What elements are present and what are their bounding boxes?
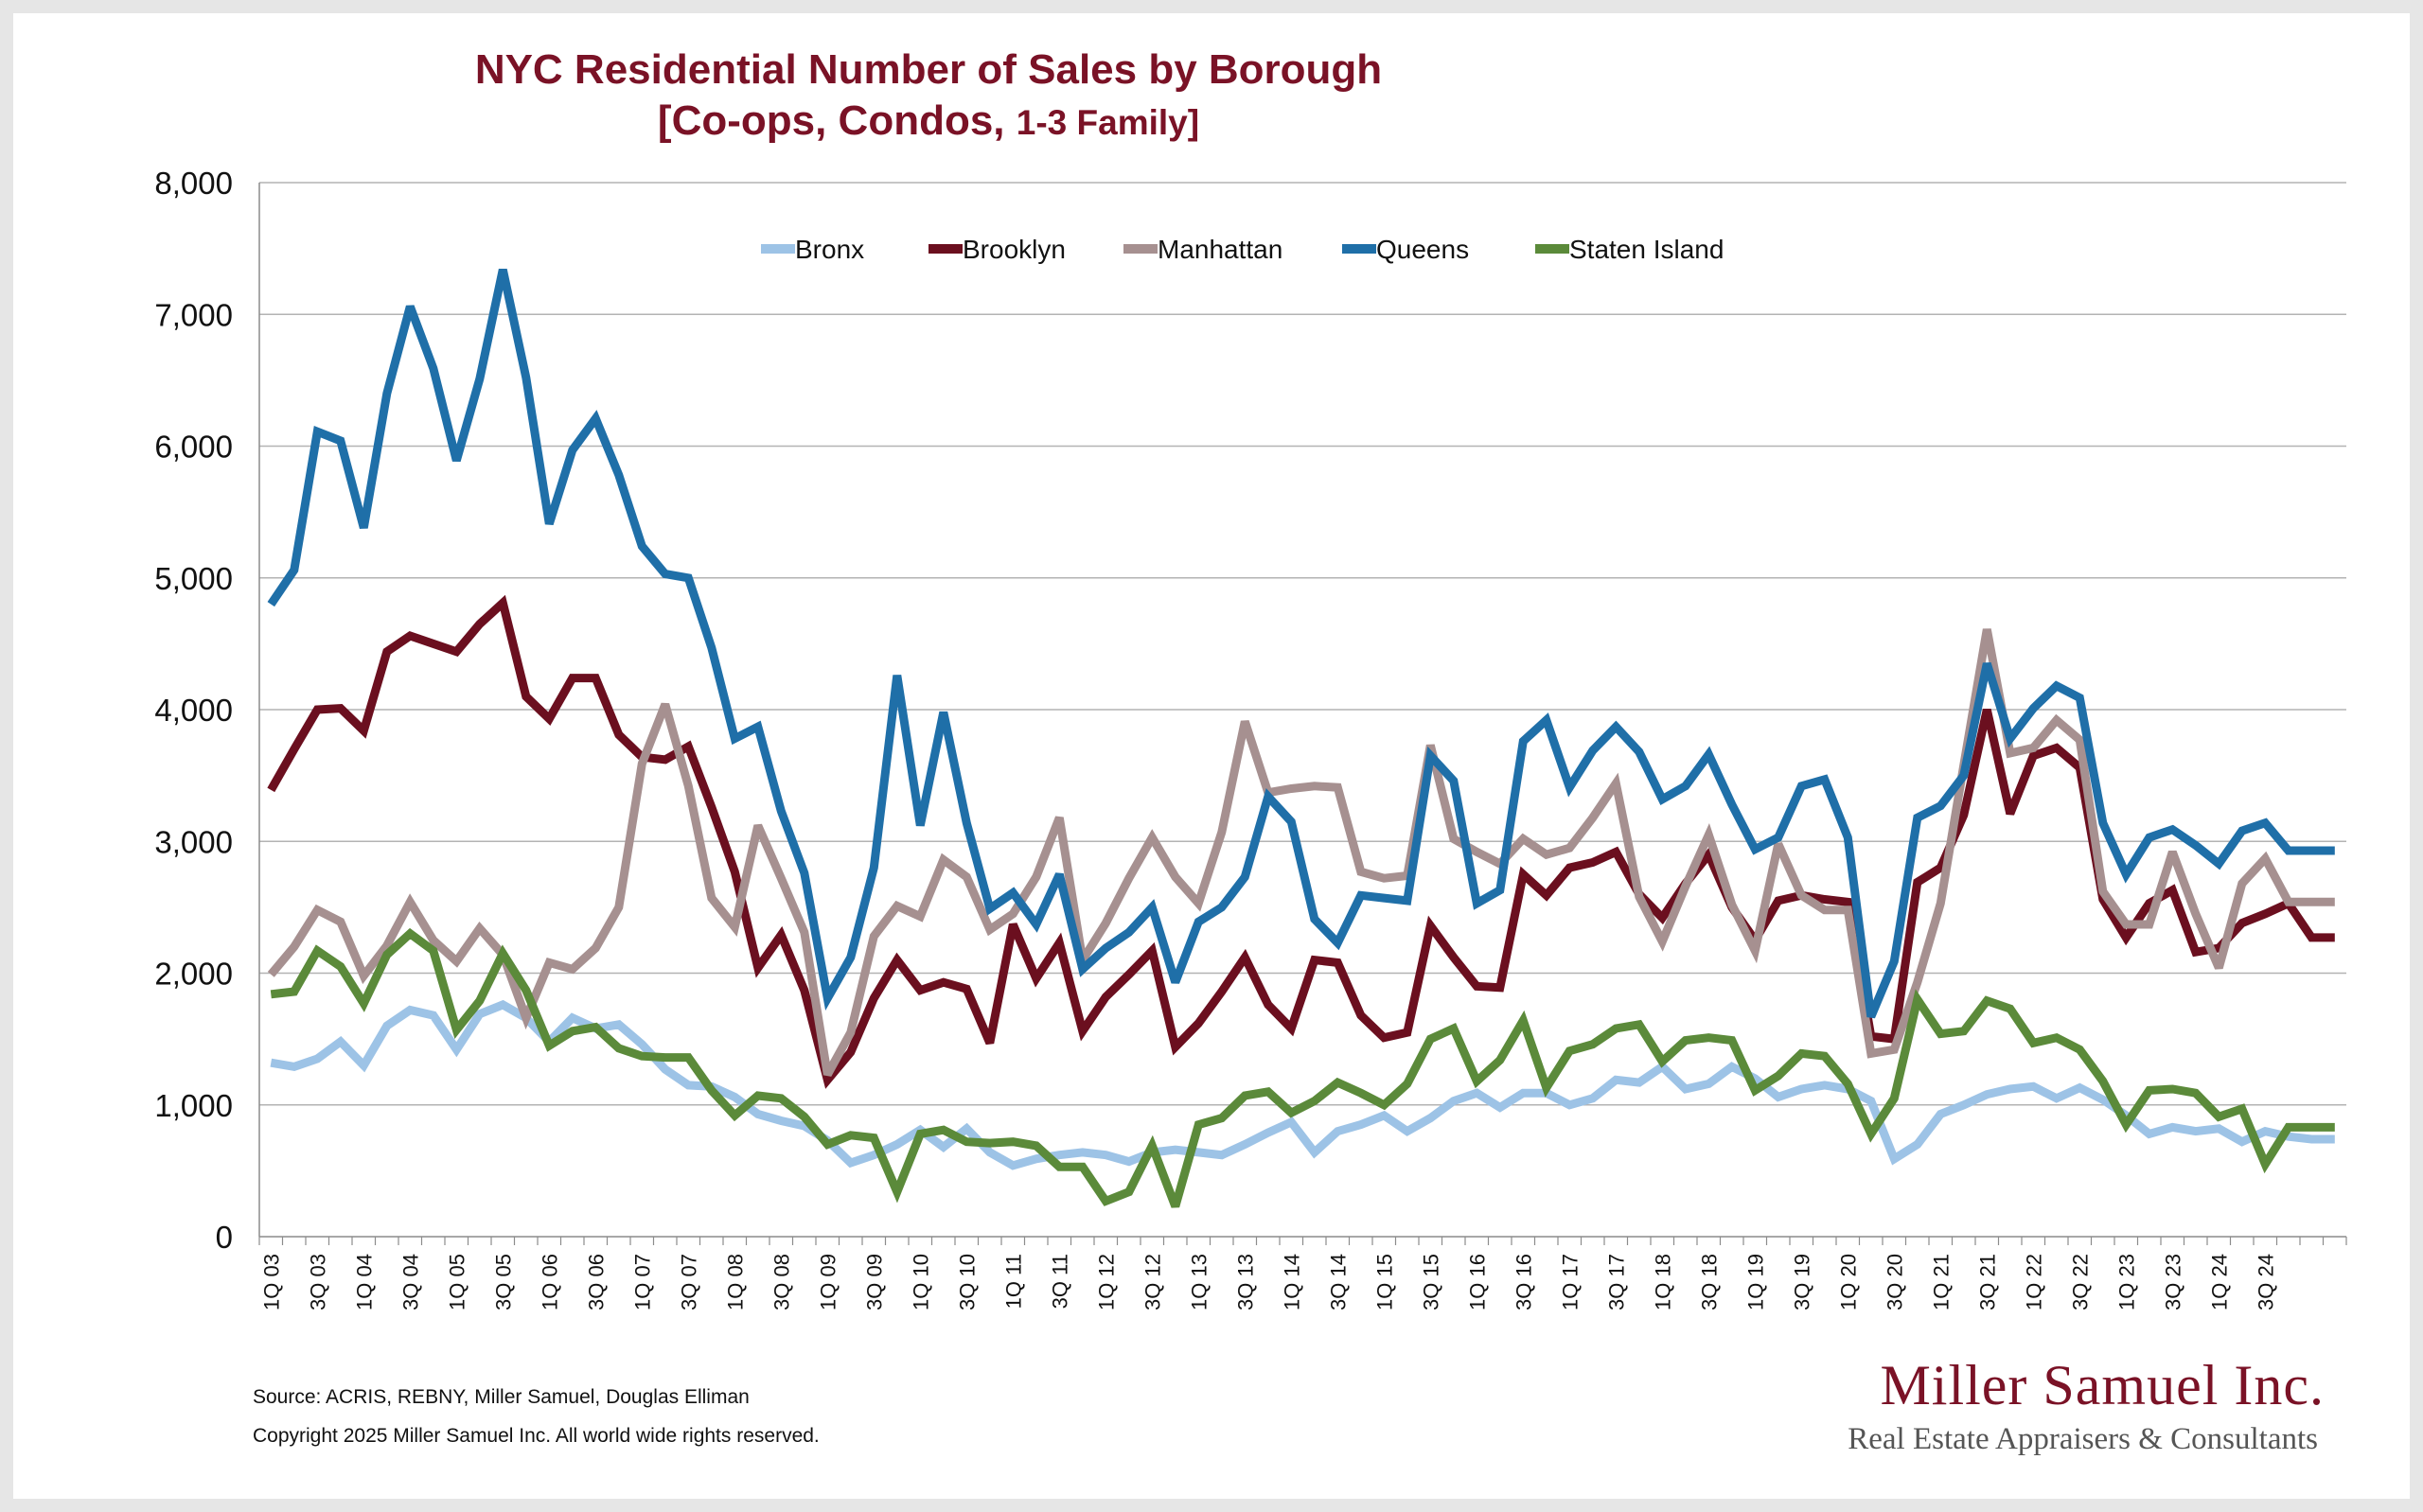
y-tick-label: 7,000: [154, 297, 233, 332]
series-lines: [267, 268, 2335, 1208]
chart-subtitle-main: [Co-ops, Condos,: [658, 97, 1017, 144]
x-tick-label: 1Q 04: [352, 1254, 376, 1310]
series-line-manhattan: [267, 628, 2335, 1077]
x-tick-label: 3Q 12: [1141, 1254, 1164, 1310]
x-tick-label: 3Q 10: [955, 1254, 979, 1310]
y-tick-label: 8,000: [154, 166, 233, 201]
x-tick-label: 3Q 14: [1326, 1254, 1350, 1310]
x-tick-label: 3Q 09: [862, 1254, 886, 1310]
x-tick-label: 3Q 23: [2161, 1254, 2184, 1310]
x-tick-label: 1Q 05: [445, 1254, 469, 1310]
x-tick-label: 1Q 06: [538, 1254, 561, 1310]
x-tick-label: 3Q 22: [2068, 1254, 2092, 1310]
legend-label-brooklyn: Brooklyn: [963, 235, 1066, 264]
x-tick-label: 3Q 04: [398, 1254, 422, 1310]
x-tick-label: 3Q 17: [1604, 1254, 1628, 1310]
copyright-note: Copyright 2025 Miller Samuel Inc. All wo…: [253, 1425, 820, 1447]
x-tick-label: 1Q 09: [816, 1254, 840, 1310]
legend-label-bronx: Bronx: [795, 235, 864, 264]
x-tick-label: 1Q 22: [2022, 1254, 2045, 1310]
x-tick-label: 1Q 07: [630, 1254, 654, 1310]
y-tick-label: 1,000: [154, 1088, 233, 1123]
x-tick-label: 3Q 24: [2254, 1254, 2277, 1310]
x-tick-label: 1Q 19: [1743, 1254, 1767, 1310]
chart-subtitle-small: 1-3 Family]: [1017, 103, 1199, 142]
x-tick-label: 3Q 08: [769, 1254, 793, 1310]
series-line-bronx: [270, 999, 2335, 1170]
legend-label-staten-island: Staten Island: [1569, 235, 1724, 264]
series-line-queens: [267, 268, 2335, 1019]
x-tick-label: 3Q 05: [491, 1254, 515, 1310]
series-line-staten-island: [270, 927, 2335, 1208]
x-tick-label: 3Q 15: [1419, 1254, 1442, 1310]
brand-logo-name: Miller Samuel Inc.: [1880, 1354, 2325, 1416]
x-tick-label: 3Q 20: [1883, 1254, 1906, 1310]
x-tick-label: 1Q 17: [1558, 1254, 1582, 1310]
y-tick-label: 2,000: [154, 957, 233, 992]
x-tick-label: 3Q 13: [1233, 1254, 1257, 1310]
y-tick-label: 6,000: [154, 430, 233, 465]
x-tick-label: 3Q 07: [677, 1254, 700, 1310]
x-tick-label: 1Q 14: [1280, 1254, 1303, 1310]
x-tick-label: 3Q 16: [1512, 1254, 1535, 1310]
chart: NYC Residential Number of Sales by Borou…: [154, 46, 2347, 1456]
x-tick-label: 1Q 24: [2207, 1254, 2231, 1310]
x-tick-label: 1Q 10: [909, 1254, 932, 1310]
x-tick-label: 1Q 03: [259, 1254, 283, 1310]
source-note: Source: ACRIS, REBNY, Miller Samuel, Dou…: [253, 1386, 750, 1408]
y-tick-label: 3,000: [154, 824, 233, 859]
legend-label-manhattan: Manhattan: [1158, 235, 1282, 264]
chart-subtitle: [Co-ops, Condos, 1-3 Family]: [658, 97, 1199, 144]
y-tick-label: 0: [216, 1220, 233, 1255]
brand-logo-tagline: Real Estate Appraisers & Consultants: [1848, 1422, 2318, 1456]
x-tick-label: 1Q 15: [1372, 1254, 1396, 1310]
x-tick-label: 1Q 12: [1094, 1254, 1118, 1310]
x-tick-label: 3Q 03: [306, 1254, 329, 1310]
chart-title: NYC Residential Number of Sales by Borou…: [475, 46, 1382, 93]
legend-label-queens: Queens: [1376, 235, 1469, 264]
x-tick-label: 1Q 20: [1836, 1254, 1860, 1310]
chart-frame: NYC Residential Number of Sales by Borou…: [13, 13, 2410, 1499]
x-tick-label: 1Q 23: [2114, 1254, 2138, 1310]
x-tick-label: 1Q 18: [1651, 1254, 1674, 1310]
legend: Bronx Brooklyn Manhattan Queens Staten Islan…: [761, 235, 1724, 264]
y-tick-label: 4,000: [154, 693, 233, 728]
x-axis: 1Q 03 3Q 03 1Q 04 3Q 04 1Q 05 3Q 05 1Q 06 3Q 06…: [258, 1236, 2347, 1310]
x-tick-label: 3Q 11: [1048, 1254, 1071, 1309]
y-axis: 0 1,000 2,000 3,000 4,000 5,000 6,000 7,000 8,00…: [154, 166, 260, 1255]
x-tick-label: 3Q 21: [1975, 1254, 1999, 1310]
y-tick-label: 5,000: [154, 561, 233, 596]
x-tick-label: 3Q 06: [584, 1254, 608, 1310]
x-tick-label: 1Q 16: [1465, 1254, 1489, 1310]
x-tick-label: 3Q 18: [1697, 1254, 1721, 1310]
x-tick-label: 1Q 08: [723, 1254, 747, 1310]
x-tick-label: 1Q 21: [1929, 1254, 1953, 1310]
x-tick-label: 3Q 19: [1790, 1254, 1813, 1310]
x-tick-label: 1Q 11: [1001, 1254, 1025, 1309]
series-line-brooklyn: [267, 594, 2335, 1089]
x-tick-label: 1Q 13: [1187, 1254, 1211, 1310]
